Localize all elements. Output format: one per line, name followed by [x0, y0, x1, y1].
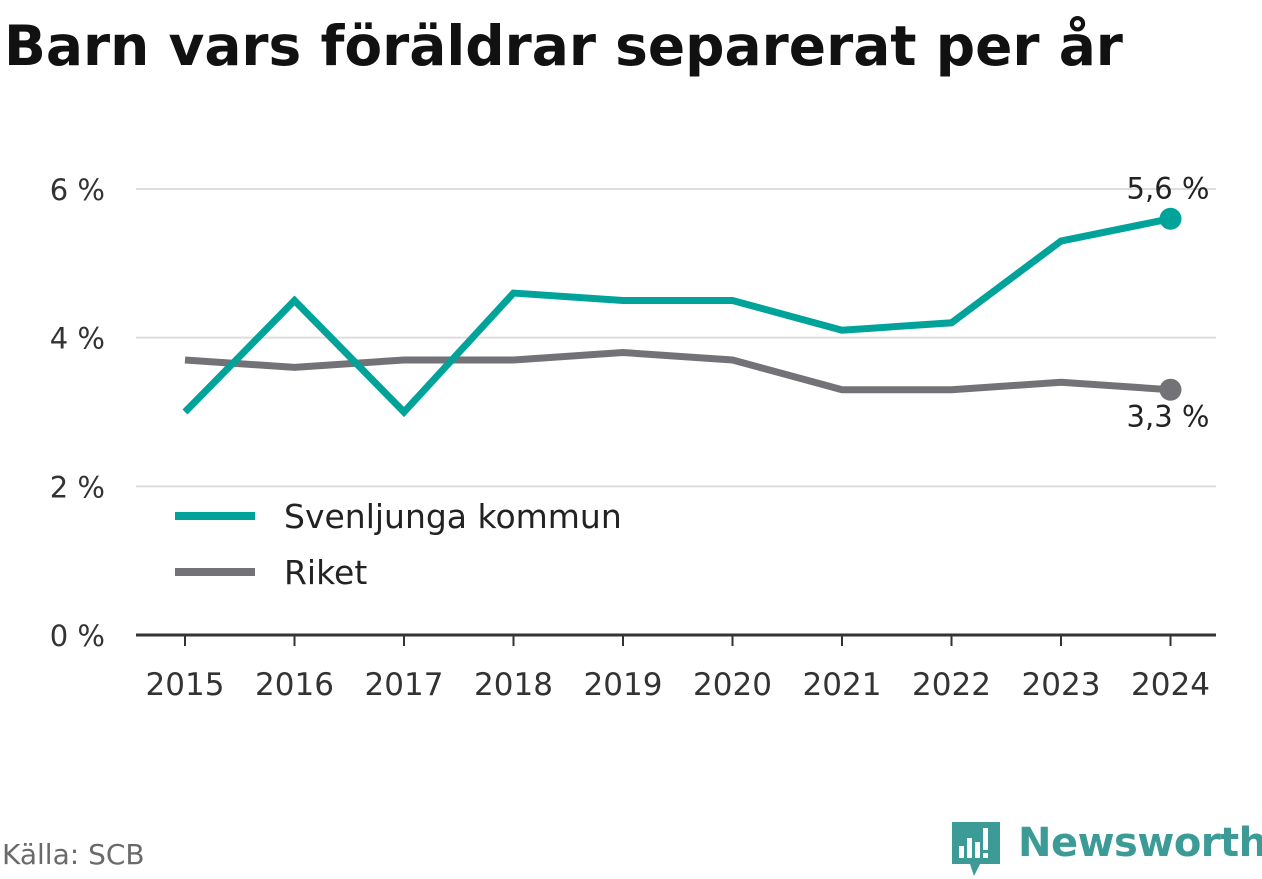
series-end-point-0: [1159, 207, 1182, 230]
legend-label-0: Svenljunga kommun: [284, 497, 622, 536]
brand-logo: Newsworthy: [950, 818, 1262, 876]
bar-chart-speech-bubble-icon: [952, 822, 1000, 876]
series-lines: [182, 207, 1182, 418]
series-line-0: [182, 215, 1172, 418]
x-axis-labels: 2015 2016 2017 2018 2019 2020 2021 2022 2023 2024: [146, 667, 1210, 703]
legend-background: [162, 489, 660, 600]
y-axis-labels: 0 % 2 % 4 % 6 %: [50, 173, 105, 653]
y-tick-label: 6 %: [50, 173, 105, 207]
y-tick-label: 2 %: [50, 470, 105, 504]
x-tick-label: 2019: [584, 667, 663, 703]
brand-name: Newsworthy: [1018, 820, 1262, 866]
x-tick-label: 2023: [1022, 667, 1101, 703]
source-label: Källa: SCB: [2, 838, 145, 871]
grid-lines: [136, 188, 1216, 488]
legend-label-1: Riket: [284, 553, 367, 592]
y-tick-label: 4 %: [50, 322, 105, 356]
end-labels: 5,6 % 3,3 %: [1127, 172, 1210, 434]
end-label-0: 5,6 %: [1127, 172, 1210, 206]
series-end-point-1: [1159, 378, 1182, 401]
x-tick-label: 2016: [255, 667, 334, 703]
x-tick-label: 2015: [146, 667, 225, 703]
chart-title: Barn vars föräldrar separerat per år: [4, 14, 1123, 78]
x-tick-label: 2024: [1131, 667, 1210, 703]
x-tick-label: 2018: [474, 667, 553, 703]
x-axis: [136, 633, 1216, 646]
end-label-1: 3,3 %: [1127, 400, 1210, 434]
x-tick-label: 2020: [693, 667, 772, 703]
series-line-1: [184, 349, 1171, 394]
y-tick-label: 0 %: [50, 619, 105, 653]
x-tick-label: 2022: [912, 667, 991, 703]
x-tick-label: 2017: [365, 667, 444, 703]
x-tick-label: 2021: [803, 667, 882, 703]
legend: Svenljunga kommun Riket: [162, 489, 660, 600]
